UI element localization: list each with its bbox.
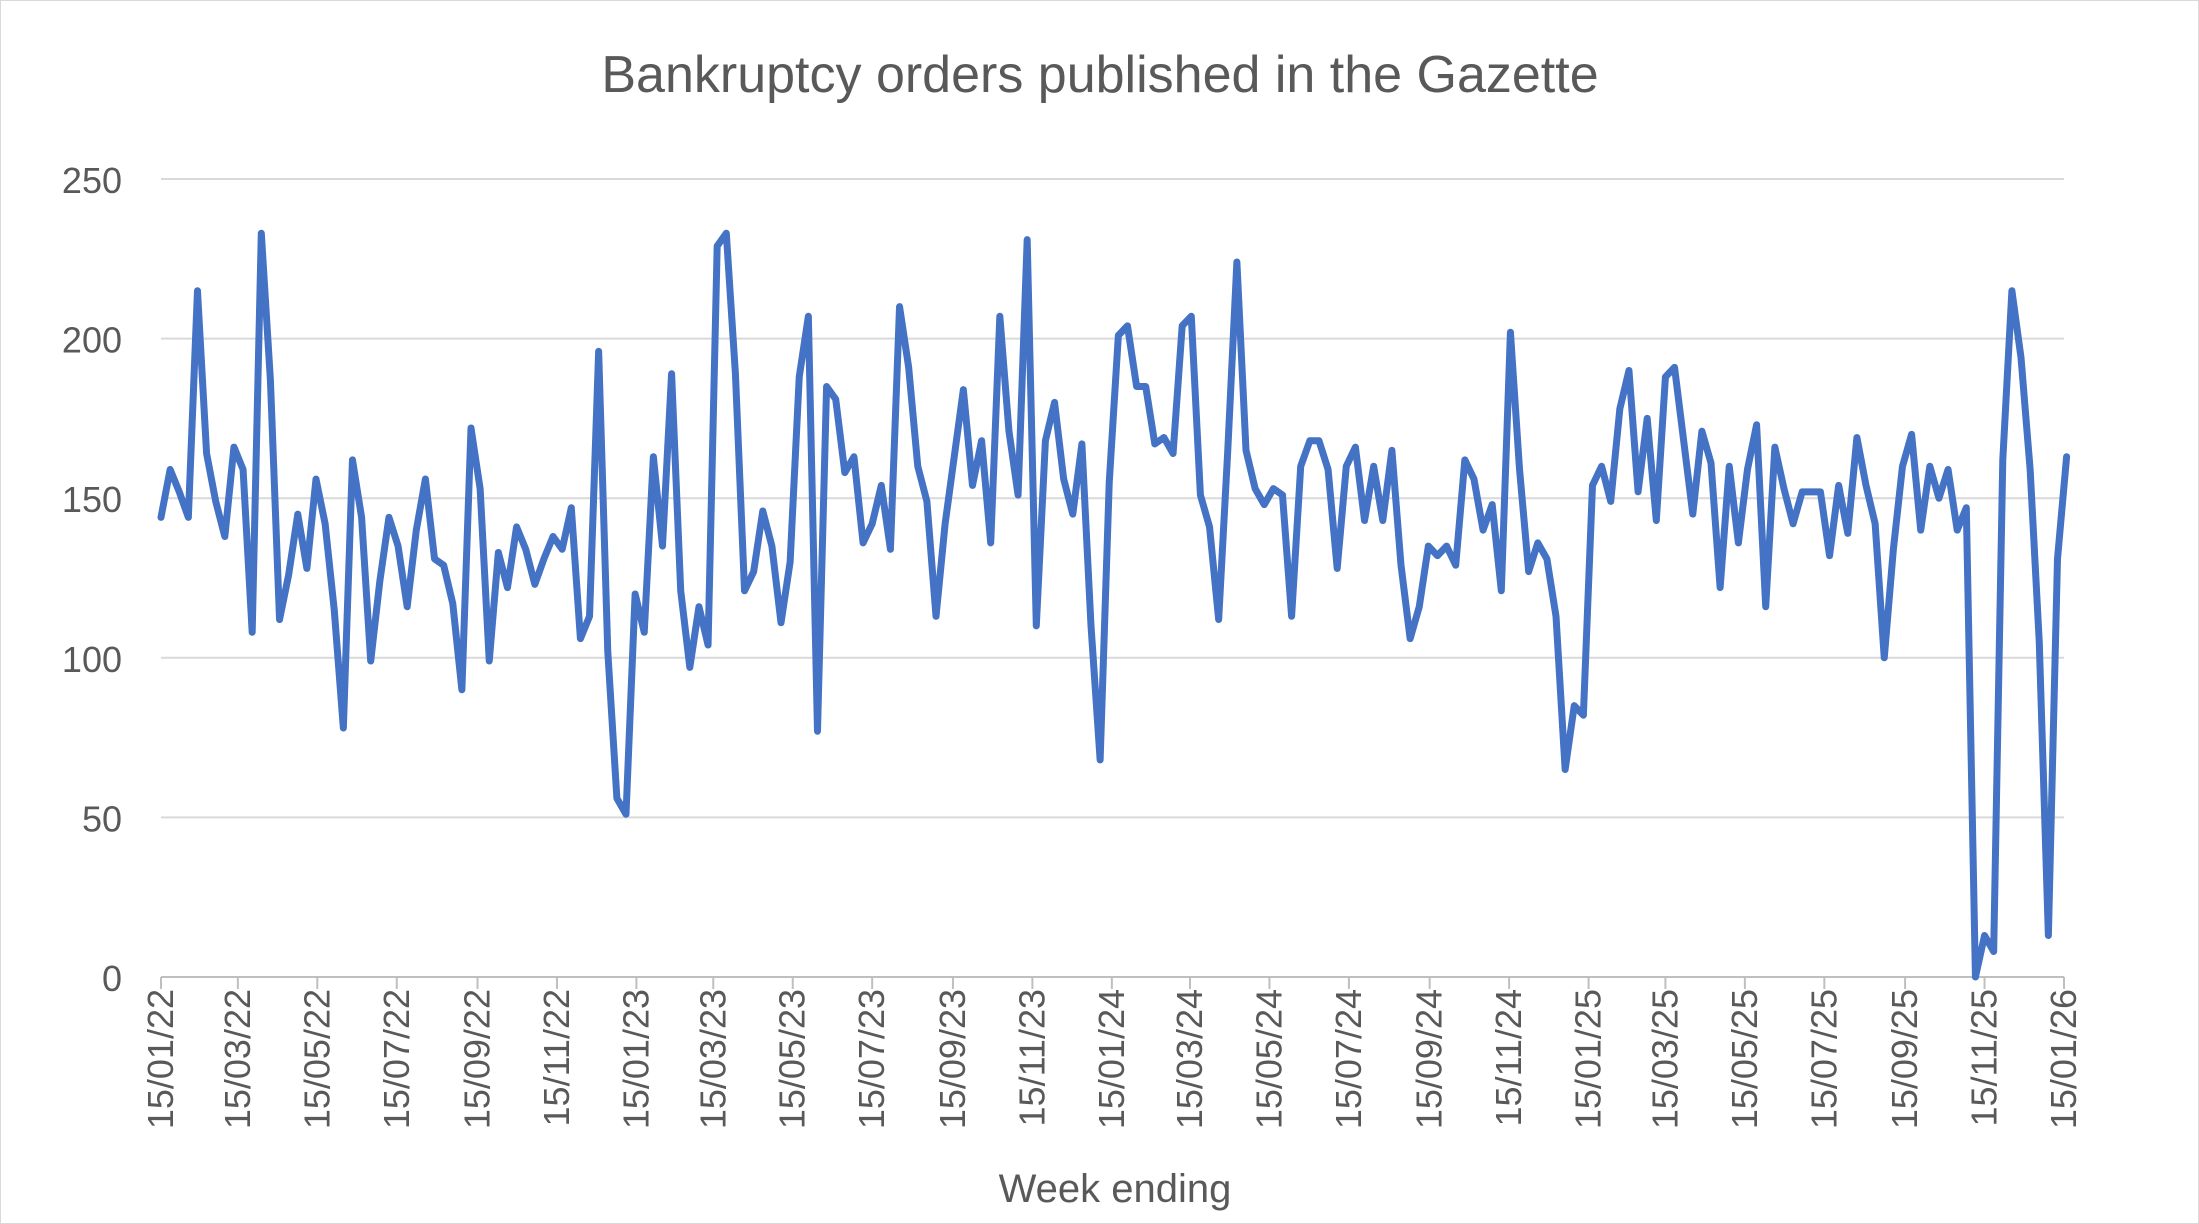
y-tick-label: 200 [62,320,122,361]
x-tick-label: 15/01/22 [140,989,181,1129]
x-axis [160,976,2065,989]
x-tick-label: 15/11/25 [1964,989,2005,1126]
x-tick-label: 15/11/24 [1488,989,1529,1126]
series-line [157,229,2071,981]
x-tick-label: 15/09/22 [457,989,498,1129]
x-tick-label: 15/09/25 [1884,989,1925,1129]
x-tick-label: 15/07/24 [1328,989,1369,1129]
y-tick-label: 100 [62,639,122,680]
x-axis-title: Week ending [999,1167,1232,1211]
series-group [157,229,2071,981]
y-tick-label: 0 [102,958,122,999]
x-tick-label: 15/07/23 [851,989,892,1129]
x-tick-label: 15/01/25 [1568,989,1609,1129]
x-tick-label: 15/01/24 [1091,989,1132,1129]
x-tick-label: 15/11/23 [1011,989,1052,1126]
x-tick-label: 15/05/25 [1724,989,1765,1129]
x-tick-label: 15/05/24 [1248,989,1289,1129]
y-tick-labels: 0 50 100 150 200 250 [62,160,122,999]
y-tick-label: 50 [82,798,122,839]
x-tick-label: 15/07/25 [1803,989,1844,1129]
y-tick-label: 250 [62,160,122,201]
x-tick-label: 15/05/22 [296,989,337,1129]
x-tick-label: 15/03/24 [1169,989,1210,1129]
x-tick-labels: 15/01/22 15/03/22 15/05/22 15/07/22 15/09/22… [140,989,2084,1129]
x-tick-label: 15/05/23 [772,989,813,1129]
gridlines [161,178,2064,819]
x-tick-label: 15/03/23 [692,989,733,1129]
chart-title: Bankruptcy orders published in the Gazet… [601,46,1598,104]
x-tick-label: 15/09/23 [932,989,973,1129]
x-tick-label: 15/09/24 [1409,989,1450,1129]
y-tick-label: 150 [62,479,122,520]
x-tick-label: 15/03/22 [217,989,258,1129]
x-tick-label: 15/11/22 [536,989,577,1126]
x-tick-label: 15/01/23 [615,989,656,1129]
x-tick-label: 15/01/26 [2043,989,2084,1129]
x-tick-label: 15/07/22 [376,989,417,1129]
x-tick-label: 15/03/25 [1644,989,1685,1129]
